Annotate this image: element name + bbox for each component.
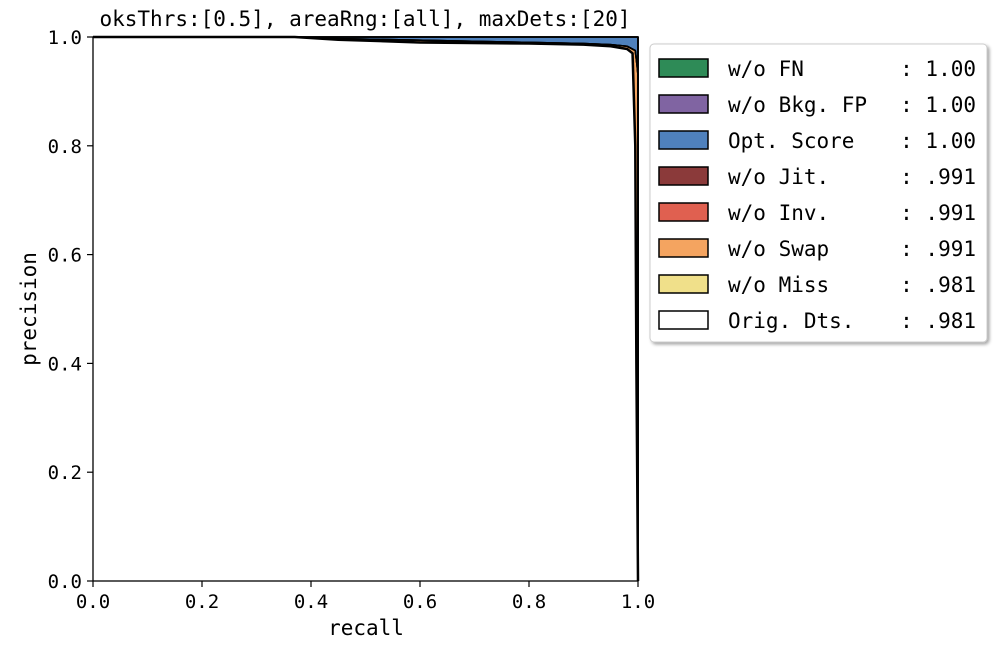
x-tick-label-0: 0.0 bbox=[76, 591, 110, 613]
legend: w/o FN : 1.00 w/o Bkg. FP : 1.00 Opt. Score:… bbox=[649, 43, 988, 343]
legend-swatch-1 bbox=[658, 94, 709, 114]
legend-swatch-5 bbox=[658, 238, 709, 258]
y-tick-label-3: 0.6 bbox=[48, 245, 82, 267]
legend-box bbox=[649, 43, 988, 343]
y-tick-label-4: 0.8 bbox=[48, 136, 82, 158]
legend-score-2: : 1.00 bbox=[900, 129, 976, 153]
legend-label-5: w/o Swap bbox=[728, 237, 829, 261]
plot-frame bbox=[92, 36, 639, 582]
legend-score-0: : 1.00 bbox=[900, 57, 976, 81]
series-line-7 bbox=[93, 35, 640, 582]
legend-score-5: : .991 bbox=[900, 237, 976, 261]
y-tick-label-2: 0.4 bbox=[48, 353, 82, 375]
legend-label-6: w/o Miss bbox=[728, 273, 829, 297]
legend-label-2: Opt. Score bbox=[728, 129, 854, 153]
x-tick-label-3: 0.6 bbox=[403, 591, 437, 613]
legend-score-4: : .991 bbox=[900, 201, 976, 225]
x-axis-ticks: 0.0 0.2 0.4 0.6 0.8 1.0 bbox=[76, 581, 655, 613]
legend-score-1: : 1.00 bbox=[900, 93, 976, 117]
legend-label-0: w/o FN bbox=[728, 57, 804, 81]
legend-swatch-0 bbox=[658, 58, 709, 78]
x-tick-label-5: 1.0 bbox=[621, 591, 655, 613]
legend-score-6: : .981 bbox=[900, 273, 976, 297]
legend-label-3: w/o Jit. bbox=[728, 165, 829, 189]
legend-label-1: w/o Bkg. FP bbox=[728, 93, 867, 117]
legend-score-7: : .981 bbox=[900, 309, 976, 333]
series-areas bbox=[93, 37, 638, 581]
x-tick-label-4: 0.8 bbox=[512, 591, 546, 613]
legend-swatch-4 bbox=[658, 202, 709, 222]
chart-title: oksThrs:[0.5], areaRng:[all], maxDets:[2… bbox=[99, 7, 630, 31]
legend-swatch-3 bbox=[658, 166, 709, 186]
x-axis-label: recall bbox=[328, 616, 404, 640]
series-area-7 bbox=[93, 37, 638, 581]
y-tick-label-5: 1.0 bbox=[48, 27, 82, 49]
legend-swatch-6 bbox=[658, 274, 709, 294]
x-tick-label-2: 0.4 bbox=[294, 591, 328, 613]
legend-score-3: : .991 bbox=[900, 165, 976, 189]
y-tick-label-0: 0.0 bbox=[48, 571, 82, 593]
legend-label-7: Orig. Dts. bbox=[728, 309, 854, 333]
legend-label-4: w/o Inv. bbox=[728, 201, 829, 225]
legend-swatch-7 bbox=[658, 310, 709, 330]
y-tick-label-1: 0.2 bbox=[48, 462, 82, 484]
legend-swatch-2 bbox=[658, 130, 709, 150]
y-axis-label: precision bbox=[17, 252, 41, 366]
x-tick-label-1: 0.2 bbox=[185, 591, 219, 613]
y-axis-ticks: 0.0 0.2 0.4 0.6 0.8 1.0 bbox=[48, 27, 93, 593]
